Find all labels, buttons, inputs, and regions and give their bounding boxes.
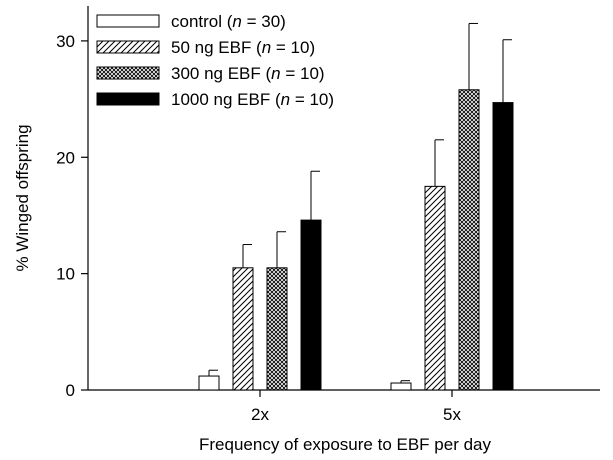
- bar: [492, 102, 514, 391]
- x-tick-label: 2x: [251, 405, 269, 424]
- legend-label: 1000 ng EBF (n = 10): [171, 90, 334, 109]
- y-tick-label: 30: [56, 32, 75, 51]
- y-tick-label: 20: [56, 148, 75, 167]
- axes: [87, 6, 600, 391]
- bar: [300, 219, 322, 391]
- legend-label: control (n = 30): [171, 12, 286, 31]
- y-tick-label: 10: [56, 265, 75, 284]
- legend-label: 300 ng EBF (n = 10): [171, 64, 325, 83]
- bar: [458, 89, 480, 391]
- y-axis-label: % Winged offspring: [13, 124, 32, 271]
- error-bars: [208, 22, 512, 384]
- legend-swatch: [96, 66, 160, 80]
- legend-label: 50 ng EBF (n = 10): [171, 38, 315, 57]
- bar: [424, 185, 446, 391]
- legend: control (n = 30) 50 ng EBF (n = 10) 300 ng…: [96, 12, 334, 109]
- bars: [198, 89, 514, 391]
- bar: [198, 375, 220, 391]
- legend-swatch: [96, 40, 160, 54]
- y-tick-label: 0: [66, 381, 75, 400]
- x-tick-label: 5x: [443, 405, 461, 424]
- bar: [390, 382, 412, 391]
- bar: [232, 267, 254, 391]
- legend-swatch: [96, 14, 160, 28]
- y-ticks: 0 10 20 30: [56, 32, 88, 400]
- bar: [266, 267, 288, 391]
- x-ticks: 2x 5x: [251, 390, 461, 424]
- legend-swatch: [96, 92, 160, 106]
- x-axis-label: Frequency of exposure to EBF per day: [199, 435, 491, 454]
